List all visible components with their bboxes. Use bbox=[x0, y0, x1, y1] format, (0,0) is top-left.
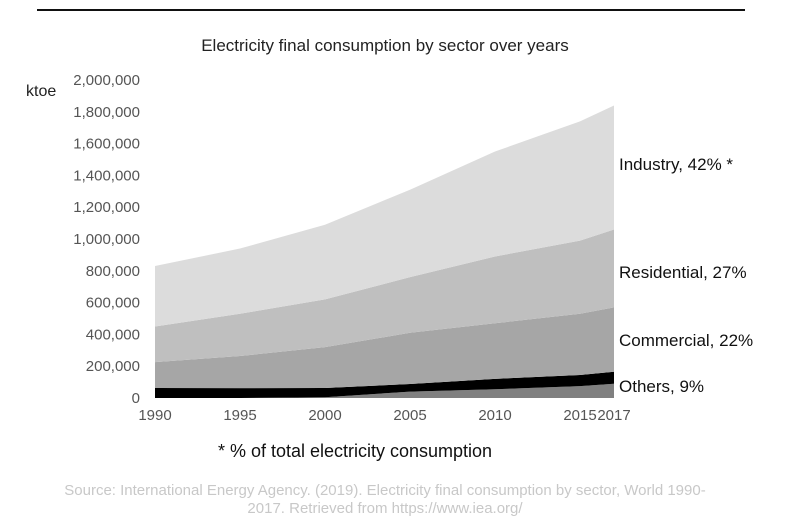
area-series-0 bbox=[155, 383, 614, 398]
area-series-4 bbox=[155, 105, 614, 327]
y-tick-label: 1,600,000 bbox=[73, 136, 140, 153]
x-tick-label: 2015 bbox=[563, 407, 596, 424]
y-tick-label: 1,000,000 bbox=[73, 231, 140, 248]
y-tick-label: 800,000 bbox=[86, 263, 140, 280]
x-tick-label: 2010 bbox=[478, 407, 511, 424]
area-series-2 bbox=[155, 307, 614, 389]
series-annotation: Residential, 27% bbox=[619, 263, 747, 282]
x-tick-label: 2005 bbox=[393, 407, 426, 424]
chart-title: Electricity final consumption by sector … bbox=[201, 36, 569, 55]
x-tick-label: 2000 bbox=[308, 407, 341, 424]
y-tick-label: 1,400,000 bbox=[73, 167, 140, 184]
series-annotation: Others, 9% bbox=[619, 377, 704, 396]
x-tick-label: 2017 bbox=[597, 407, 630, 424]
footnote: * % of total electricity consumption bbox=[217, 441, 493, 461]
y-tick-label: 600,000 bbox=[86, 295, 140, 312]
area-series-1 bbox=[155, 371, 614, 398]
series-annotation: Commercial, 22% bbox=[619, 331, 753, 350]
x-tick-label: 1990 bbox=[138, 407, 171, 424]
y-tick-label: 1,800,000 bbox=[73, 104, 140, 121]
y-axis-label: ktoe bbox=[26, 83, 57, 100]
header-rule bbox=[37, 9, 745, 11]
source-line-1: Source: International Energy Agency. (20… bbox=[64, 482, 706, 499]
series-annotation: Industry, 42% * bbox=[619, 155, 733, 174]
y-tick-label: 0 bbox=[132, 390, 140, 407]
area-series-3 bbox=[155, 229, 614, 363]
y-tick-label: 1,200,000 bbox=[73, 199, 140, 216]
y-tick-label: 400,000 bbox=[86, 326, 140, 343]
x-tick-label: 1995 bbox=[223, 407, 256, 424]
source-line-2: 2017. Retrieved from https://www.iea.org… bbox=[247, 500, 523, 517]
y-tick-label: 2,000,000 bbox=[73, 72, 140, 89]
y-tick-label: 200,000 bbox=[86, 358, 140, 375]
